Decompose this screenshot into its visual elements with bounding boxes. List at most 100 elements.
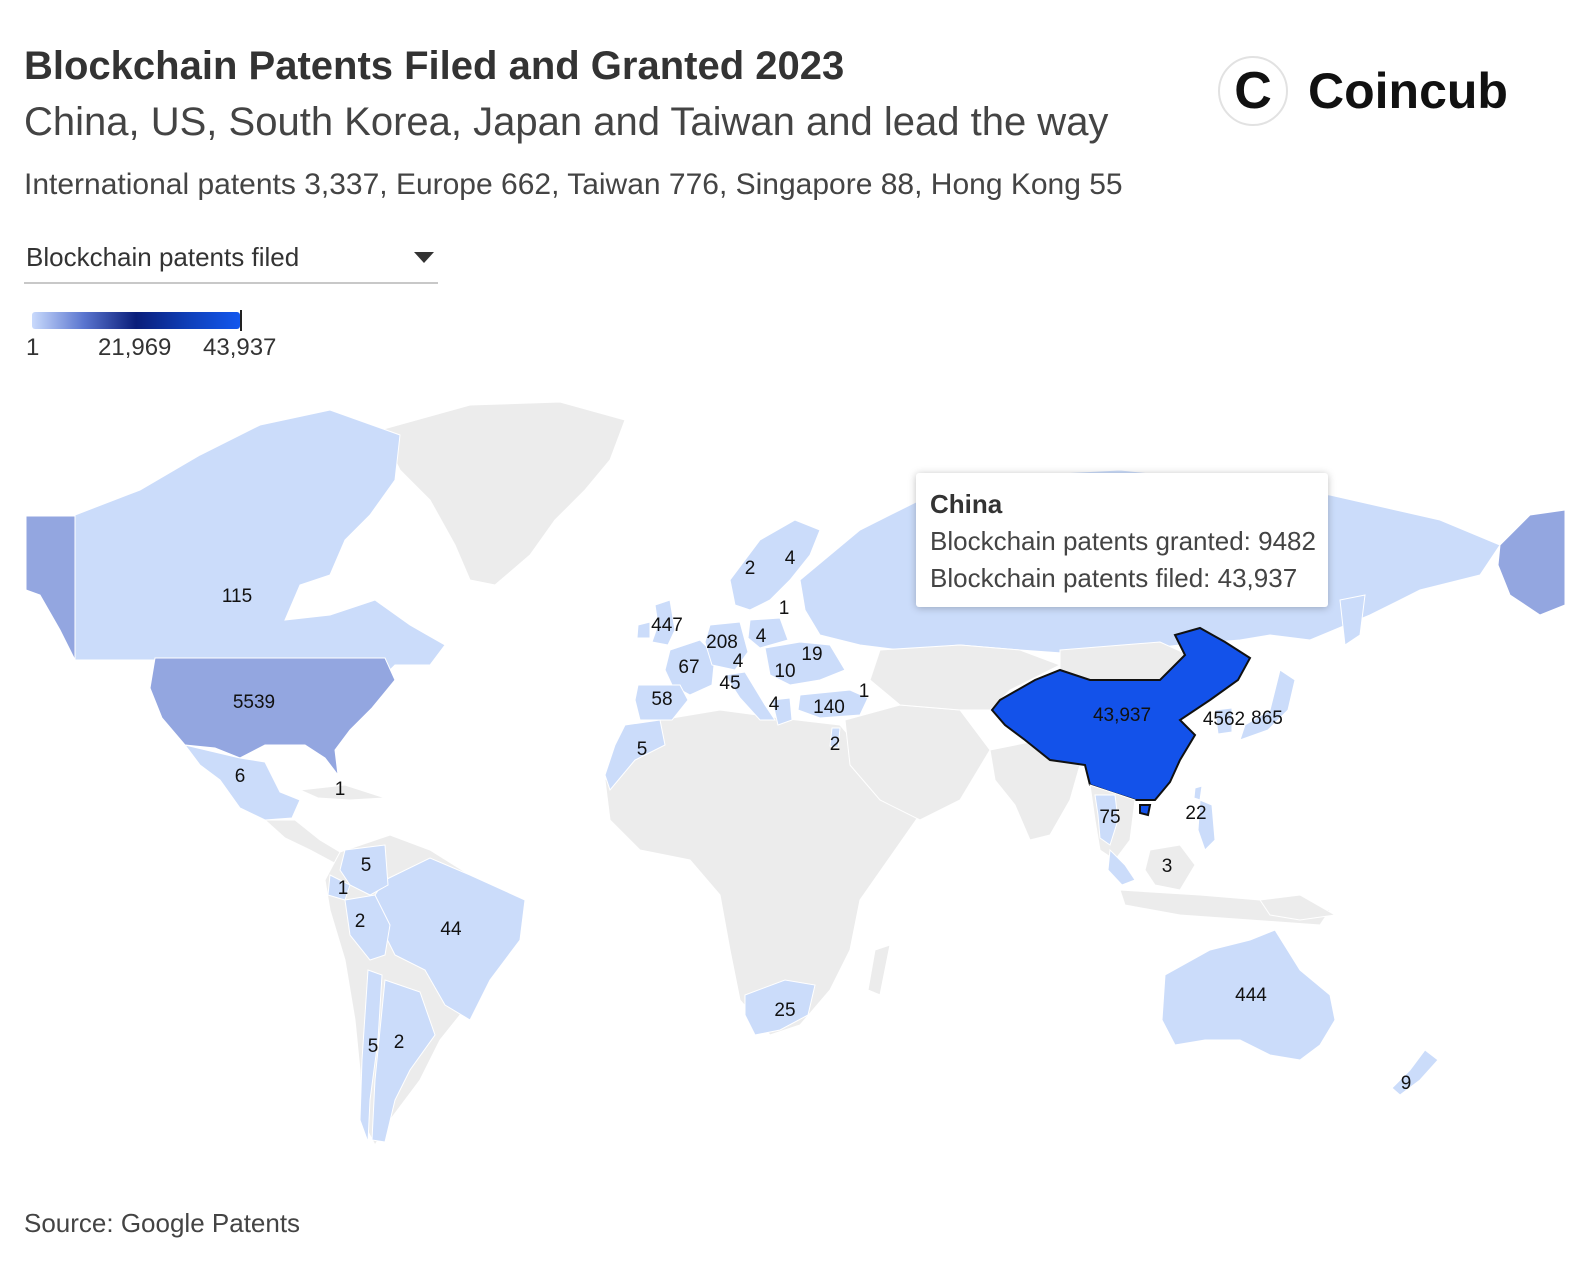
value-label: 9 bbox=[1401, 1073, 1412, 1094]
country-colombia[interactable] bbox=[339, 844, 389, 896]
value-label: 4 bbox=[769, 694, 780, 715]
country-south-korea[interactable] bbox=[1214, 707, 1233, 735]
country-japan[interactable] bbox=[1239, 669, 1296, 741]
metric-dropdown-value: Blockchain patents filed bbox=[26, 242, 300, 272]
country-france[interactable] bbox=[664, 639, 716, 696]
value-label: 10 bbox=[774, 661, 795, 682]
value-label: 2 bbox=[830, 734, 841, 755]
tooltip-country-name: China bbox=[930, 489, 1003, 519]
country-chile[interactable] bbox=[359, 969, 383, 1143]
country-morocco[interactable] bbox=[604, 719, 666, 792]
borneo[interactable] bbox=[1144, 844, 1196, 891]
new-guinea[interactable] bbox=[1259, 894, 1337, 921]
value-label: 2 bbox=[394, 1032, 405, 1053]
country-peru[interactable] bbox=[344, 894, 391, 961]
value-label: 115 bbox=[222, 586, 252, 607]
legend-end-marker bbox=[240, 310, 242, 331]
value-label: 140 bbox=[813, 697, 845, 718]
value-label: 75 bbox=[1099, 807, 1120, 828]
country-poland[interactable] bbox=[747, 617, 789, 649]
value-label: 5 bbox=[637, 739, 648, 760]
caribbean[interactable] bbox=[298, 784, 386, 801]
country-china[interactable] bbox=[990, 626, 1252, 801]
logo-mark: C bbox=[1234, 62, 1272, 120]
tooltip-granted-row: Blockchain patents granted: 9482 bbox=[930, 526, 1316, 556]
metric-dropdown[interactable]: Blockchain patents filed bbox=[24, 236, 438, 284]
country-uk[interactable] bbox=[651, 599, 676, 646]
caret-down-icon[interactable] bbox=[414, 252, 434, 263]
value-label: 25 bbox=[774, 1000, 795, 1021]
country-australia[interactable] bbox=[1161, 929, 1336, 1061]
value-label: 1 bbox=[859, 681, 870, 702]
value-label: 1 bbox=[779, 598, 790, 619]
value-label: 4 bbox=[785, 548, 796, 569]
legend-mid-label: 21,969 bbox=[98, 334, 172, 361]
value-label: 45 bbox=[719, 673, 740, 694]
country-usa[interactable] bbox=[149, 657, 396, 777]
country-philippines[interactable] bbox=[1197, 799, 1216, 851]
coincub-logo-icon: C bbox=[1218, 56, 1288, 126]
country-malaysia[interactable] bbox=[1107, 848, 1136, 886]
country-ireland[interactable] bbox=[636, 621, 651, 639]
region-alaska-east[interactable] bbox=[1497, 509, 1566, 616]
greenland[interactable] bbox=[379, 401, 626, 586]
coincub-logo: C Coincub bbox=[1218, 54, 1508, 128]
value-label: 2 bbox=[745, 558, 756, 579]
value-label: 208 bbox=[706, 632, 738, 653]
country-mexico[interactable] bbox=[183, 744, 301, 821]
value-label: 4562 bbox=[1203, 709, 1245, 730]
country-thailand[interactable] bbox=[1094, 794, 1119, 846]
value-label: 2 bbox=[355, 911, 366, 932]
country-israel[interactable] bbox=[829, 727, 841, 749]
value-label: 865 bbox=[1251, 708, 1283, 729]
value-label: 4 bbox=[756, 626, 767, 647]
country-spain[interactable] bbox=[634, 684, 689, 721]
value-label: 4 bbox=[733, 651, 744, 672]
value-label: 1 bbox=[338, 878, 349, 899]
tooltip-granted-label: Blockchain patents granted bbox=[930, 526, 1244, 556]
country-greece[interactable] bbox=[771, 697, 793, 726]
value-label: 67 bbox=[678, 657, 699, 678]
scandinavia[interactable] bbox=[729, 519, 821, 611]
value-label: 3 bbox=[1162, 856, 1173, 877]
region-alaska[interactable] bbox=[25, 515, 76, 661]
value-label: 22 bbox=[1185, 803, 1206, 824]
value-label: 444 bbox=[1235, 985, 1267, 1006]
color-legend: 1 21,969 43,937 bbox=[24, 310, 304, 372]
chart-description: International patents 3,337, Europe 662,… bbox=[24, 168, 1123, 201]
chart-title: Blockchain Patents Filed and Granted 202… bbox=[24, 44, 845, 88]
value-label: 43,937 bbox=[1093, 705, 1151, 726]
country-germany[interactable] bbox=[704, 621, 749, 671]
map-value-labels: 115 5539 6 1 5 1 2 44 5 2 447 2 4 1 208 … bbox=[222, 548, 1412, 1094]
country-tooltip: China Blockchain patents granted: 9482 B… bbox=[916, 473, 1328, 607]
value-label: 5 bbox=[361, 855, 372, 876]
source-note: Source: Google Patents bbox=[24, 1208, 301, 1238]
madagascar[interactable] bbox=[867, 944, 891, 996]
chart-subtitle: China, US, South Korea, Japan and Taiwan… bbox=[24, 100, 1109, 144]
value-label: 1 bbox=[335, 779, 346, 800]
country-argentina[interactable] bbox=[371, 979, 436, 1143]
region-far-east[interactable] bbox=[1339, 594, 1366, 646]
country-italy[interactable] bbox=[724, 671, 776, 721]
africa[interactable] bbox=[604, 709, 931, 1036]
legend-min-label: 1 bbox=[26, 334, 40, 361]
tooltip-granted-value: 9482 bbox=[1258, 526, 1316, 556]
legend-max-label: 43,937 bbox=[203, 334, 277, 361]
logo-wordmark: Coincub bbox=[1308, 63, 1508, 119]
tooltip-filed-label: Blockchain patents filed bbox=[930, 563, 1204, 593]
value-label: 447 bbox=[651, 615, 683, 636]
value-label: 44 bbox=[440, 919, 462, 940]
value-label: 5 bbox=[368, 1036, 379, 1057]
value-label: 6 bbox=[235, 766, 246, 787]
value-label: 58 bbox=[651, 689, 672, 710]
island-hainan[interactable] bbox=[1139, 804, 1152, 817]
value-label: 5539 bbox=[233, 692, 275, 713]
eastern-europe[interactable] bbox=[764, 641, 846, 686]
country-new-zealand[interactable] bbox=[1391, 1049, 1439, 1096]
tooltip-filed-row: Blockchain patents filed: 43,937 bbox=[930, 563, 1298, 593]
country-turkey[interactable] bbox=[797, 689, 869, 719]
country-south-africa[interactable] bbox=[744, 979, 816, 1036]
legend-gradient-bar bbox=[32, 312, 240, 329]
tooltip-filed-value: 43,937 bbox=[1217, 563, 1298, 593]
value-label: 19 bbox=[801, 644, 822, 665]
